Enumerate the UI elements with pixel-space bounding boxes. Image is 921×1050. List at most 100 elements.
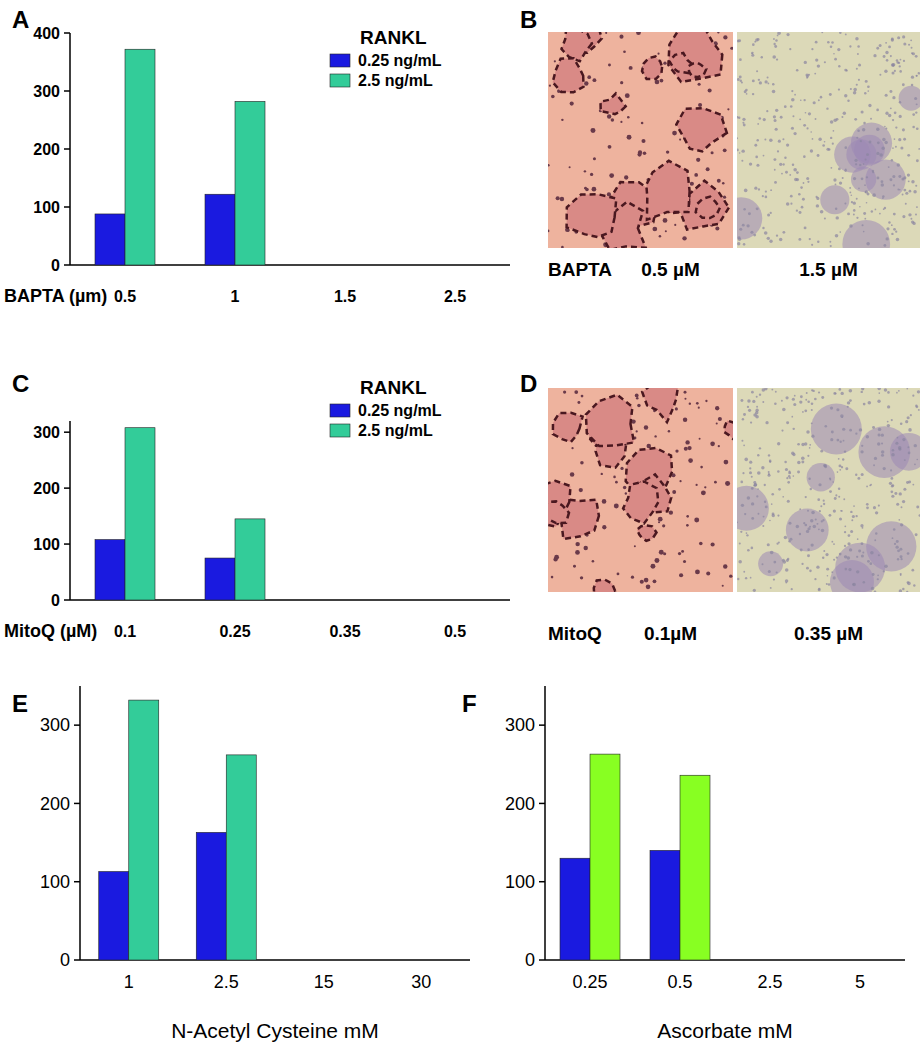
cell-dot	[883, 570, 885, 572]
y-tick-label: 0	[60, 950, 70, 970]
cell-dot	[806, 177, 809, 180]
cell-dot	[911, 220, 914, 223]
bars	[95, 428, 265, 600]
cell-dot	[802, 411, 804, 413]
cell-dot	[826, 107, 828, 109]
cell-dot	[861, 110, 864, 113]
cell-dot	[785, 171, 788, 174]
cell-dot	[761, 56, 763, 58]
cell-dot	[835, 494, 837, 496]
cell-dot	[781, 173, 783, 175]
cell-dot	[903, 138, 906, 141]
cell-dot	[796, 171, 799, 174]
cell-dot	[807, 548, 810, 551]
cell-dot	[790, 195, 793, 198]
cell-dot	[881, 442, 883, 444]
bar	[680, 775, 710, 960]
y-tick	[64, 90, 70, 92]
cell-dot	[831, 541, 833, 543]
cell-dot	[853, 214, 855, 216]
osteoclast	[553, 413, 583, 442]
cell-dot	[821, 396, 824, 399]
cell-dot	[634, 545, 636, 547]
cell-dot	[861, 177, 864, 180]
cell-dot	[759, 81, 762, 84]
cell-dot	[830, 45, 833, 48]
cell-dot	[793, 403, 796, 406]
cell-dot	[755, 409, 758, 412]
cell-dot	[905, 420, 908, 423]
cell-dot	[835, 208, 837, 210]
cell-dot	[839, 469, 841, 471]
cell-dot	[894, 70, 896, 72]
legend-label: 2.5 ng/mL	[358, 72, 433, 89]
cell-dot	[874, 539, 876, 541]
cell-dot	[800, 186, 803, 189]
cell-dot	[584, 170, 586, 172]
cell-dot	[885, 42, 887, 44]
cell-dot	[715, 406, 719, 410]
bars	[95, 49, 265, 265]
cell-dot	[899, 101, 901, 103]
cell-dot	[916, 75, 918, 77]
cell-dot	[817, 498, 820, 501]
cell-dot	[814, 73, 816, 75]
cell-dot	[835, 234, 839, 238]
cell-dot	[876, 128, 879, 131]
cell-dot	[723, 564, 727, 568]
cell-dot	[569, 166, 571, 168]
cell-dot	[769, 139, 773, 143]
cell-dot	[888, 45, 891, 48]
x-axis-label: BAPTA (µm)	[4, 286, 107, 306]
cell-dot	[749, 467, 751, 469]
cell-dot	[879, 74, 881, 76]
cell-dot	[863, 403, 866, 406]
cell-dot	[816, 204, 819, 207]
cell-dot	[743, 124, 746, 127]
cell-dot	[748, 212, 751, 215]
cell-dot	[829, 514, 832, 517]
cell-dot	[913, 190, 916, 193]
cell-dot	[806, 430, 810, 434]
cell-dot	[873, 506, 876, 509]
cell-dot	[777, 514, 779, 516]
cell-dot	[816, 523, 818, 525]
image-caption: 0.1µM	[644, 623, 697, 644]
cell-dot	[792, 475, 794, 477]
cell-dot	[837, 471, 839, 473]
cell-dot	[749, 471, 752, 474]
cell-dot	[804, 61, 807, 64]
image-panel: DMitoQ0.1µM0.35 µM	[520, 370, 921, 644]
cell-dot	[782, 231, 785, 234]
cell-dot	[888, 166, 890, 168]
cell-dot	[548, 164, 550, 167]
cell-dot	[782, 496, 784, 498]
cell-dot	[833, 178, 836, 181]
cell-dot	[859, 428, 862, 431]
cell-dot	[775, 128, 778, 131]
cell-dot	[763, 118, 766, 121]
cell-dot	[809, 447, 811, 449]
cell-cluster	[758, 551, 783, 576]
cell-dot	[863, 212, 866, 215]
image-caption: 1.5 µM	[799, 259, 857, 280]
cell-dot	[770, 189, 772, 191]
cell-dot	[811, 409, 813, 411]
cell-dot	[816, 196, 818, 198]
cell-dot	[791, 416, 793, 418]
cell-cluster	[830, 560, 874, 592]
cell-dot	[631, 576, 634, 579]
cell-dot	[838, 88, 840, 90]
cell-dot	[620, 467, 623, 470]
cell-dot	[899, 189, 901, 191]
cell-dot	[842, 177, 844, 179]
cell-dot	[803, 99, 805, 101]
cell-dot	[796, 69, 799, 72]
cell-dot	[807, 510, 809, 512]
cell-dot	[807, 455, 809, 457]
cell-dot	[789, 522, 792, 525]
cell-dot	[892, 484, 895, 487]
cell-dot	[790, 105, 793, 108]
cell-dot	[570, 101, 574, 105]
cell-dot	[844, 203, 846, 205]
